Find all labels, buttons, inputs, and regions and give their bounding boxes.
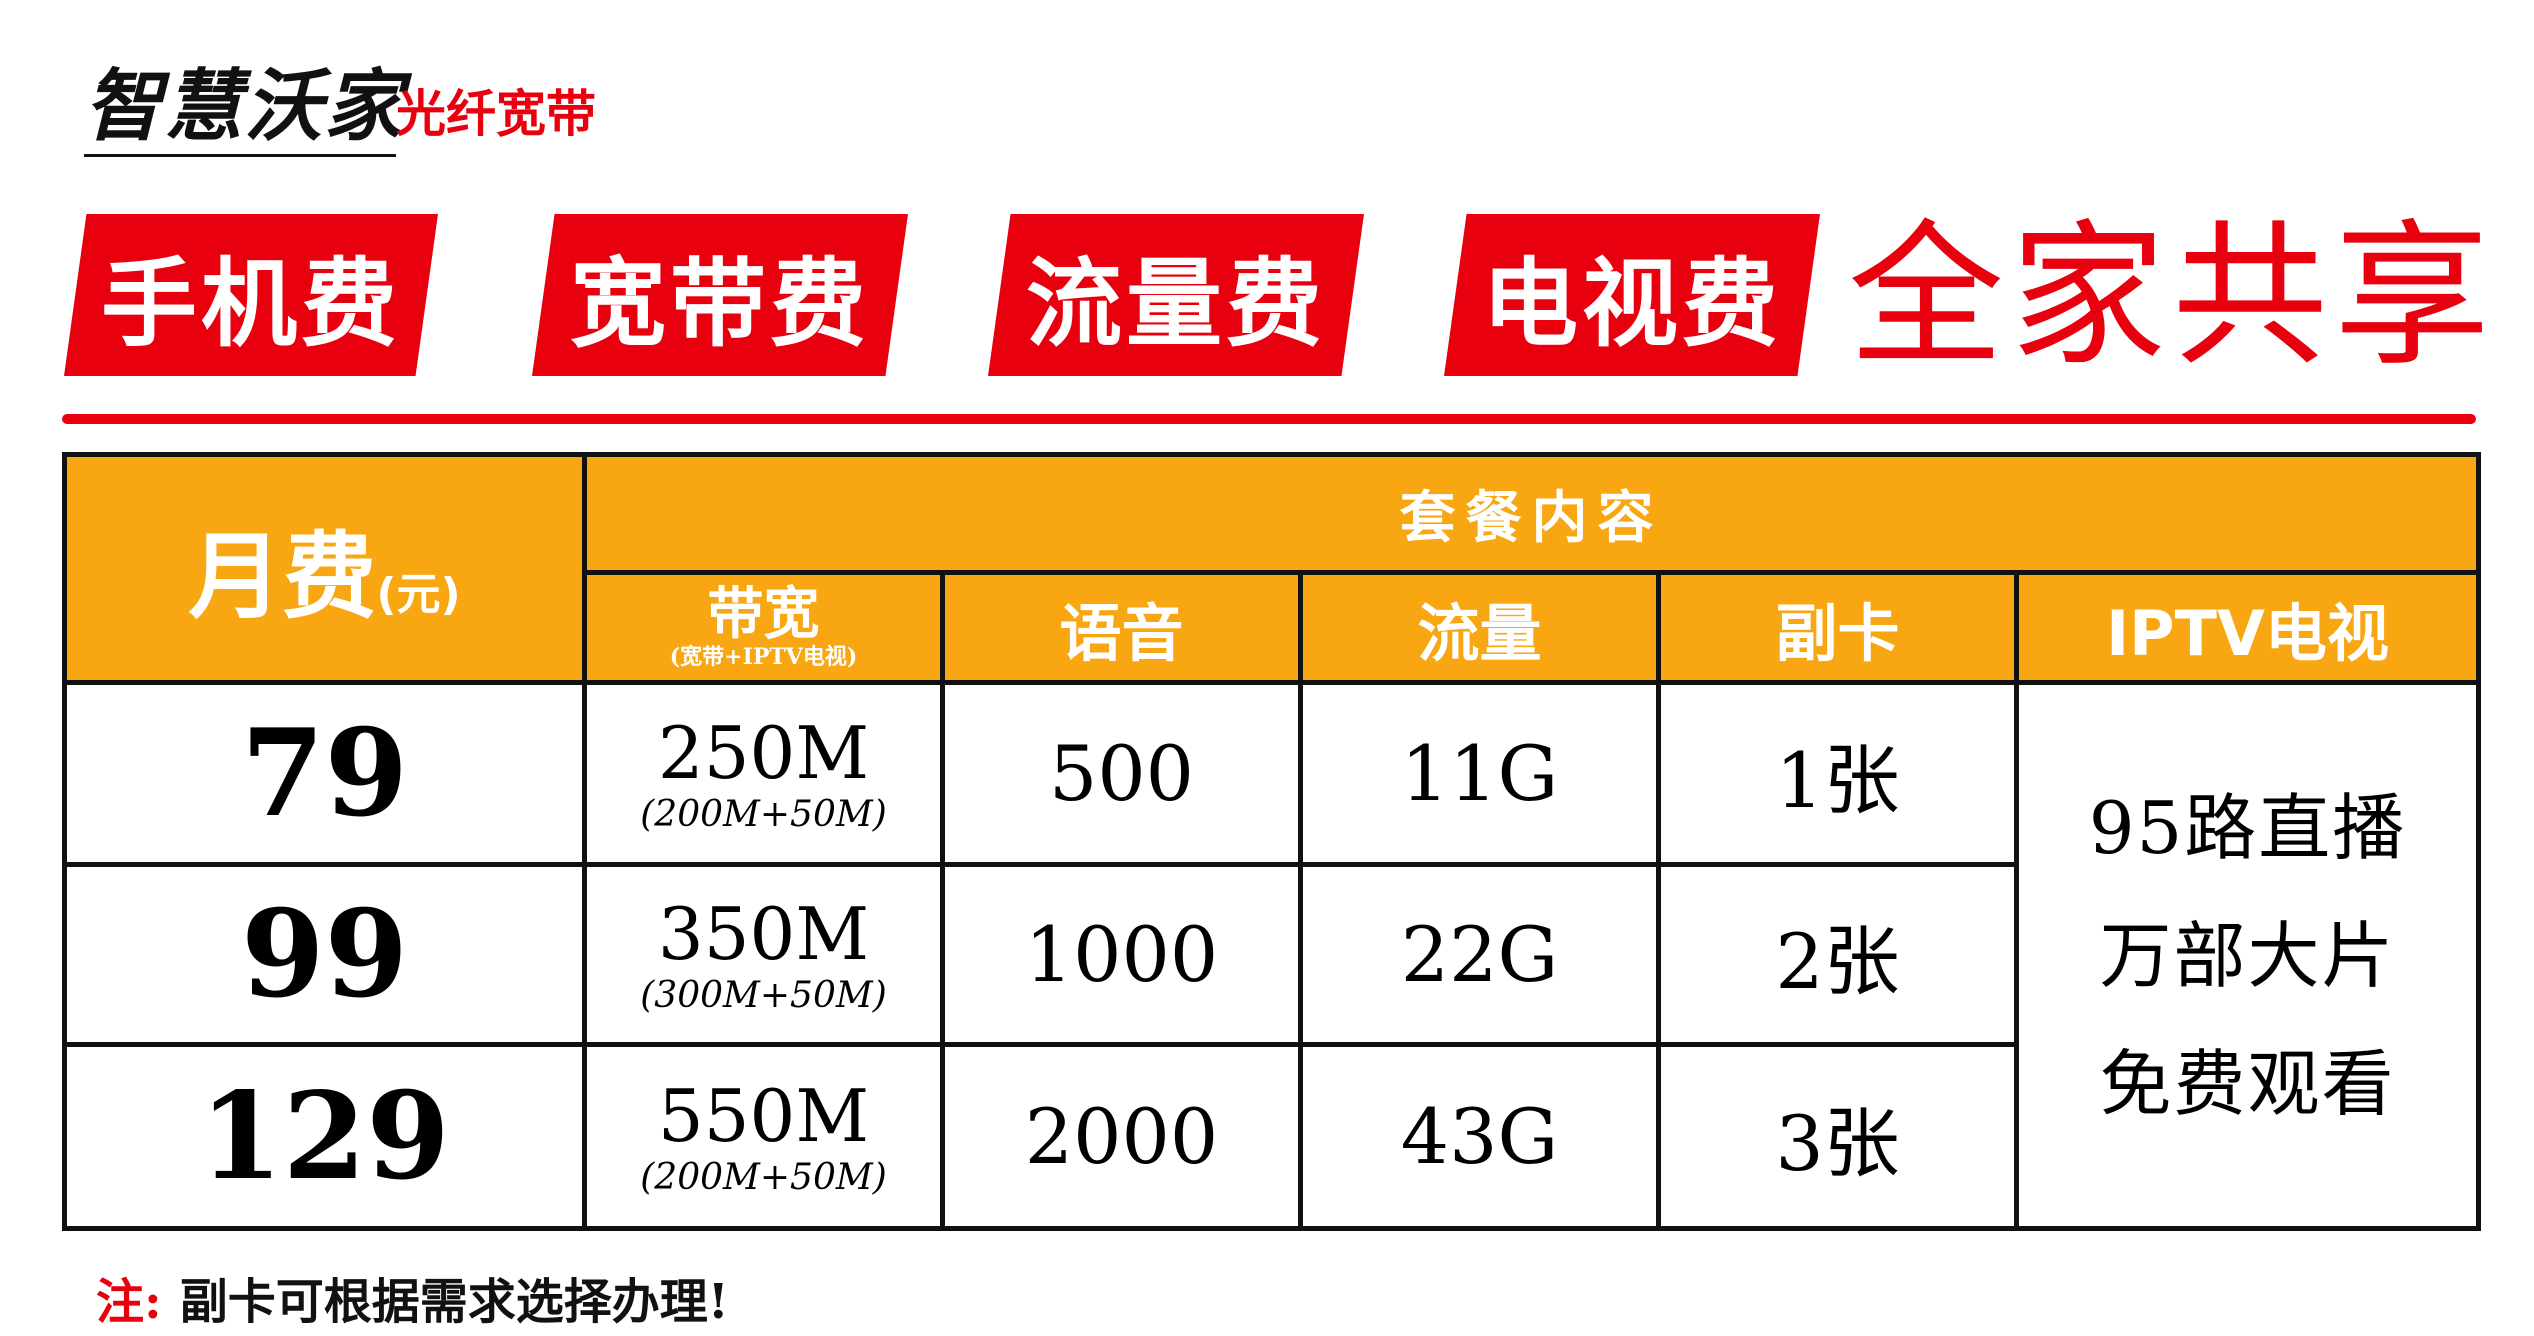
bandwidth-value: 350M bbox=[657, 891, 870, 976]
tag-label: 手机费 bbox=[101, 247, 401, 360]
tag-label: 宽带费 bbox=[570, 247, 870, 360]
sim-value: 2张 bbox=[1656, 862, 2019, 1047]
fee-unit: (元) bbox=[376, 568, 461, 620]
tag-phone-fee: 手机费 bbox=[64, 214, 438, 376]
bandwidth-header: 带宽 bbox=[707, 581, 820, 647]
voice-value: 500 bbox=[940, 680, 1303, 867]
brand-title: 智慧沃家 bbox=[84, 61, 405, 152]
divider-line bbox=[62, 414, 2476, 424]
footnote-label: 注: bbox=[96, 1274, 162, 1330]
data-value: 11G bbox=[1298, 680, 1661, 867]
tag-data-fee: 流量费 bbox=[988, 214, 1364, 376]
table-row: 129 550M (200M+50M) 2000 43G 3张 bbox=[62, 1042, 2479, 1231]
bandwidth-value: 550M bbox=[657, 1073, 870, 1158]
tag-label: 电视费 bbox=[1482, 247, 1782, 360]
fee-value: 79 bbox=[62, 680, 587, 867]
bandwidth-cell: 350M (300M+50M) bbox=[582, 862, 945, 1047]
bandwidth-detail: (300M+50M) bbox=[640, 974, 887, 1016]
bandwidth-cell: 250M (200M+50M) bbox=[582, 680, 945, 867]
fee-header: 月费 bbox=[188, 522, 377, 632]
tag-label: 流量费 bbox=[1026, 247, 1326, 360]
price-table: 月费(元) 套餐内容 带宽 (宽带+IPTV电视) 语音 流量 副卡 IPTV电… bbox=[62, 452, 2482, 1231]
iptv-cell: 95路直播 万部大片 免费观看 bbox=[2013, 680, 2482, 1231]
slogan: 全家共享 bbox=[1848, 205, 2496, 387]
iptv-line: 95路直播 bbox=[2088, 785, 2407, 870]
data-value: 22G bbox=[1298, 862, 1661, 1047]
brand-subtitle: 光纤宽带 bbox=[396, 84, 596, 143]
voice-value: 1000 bbox=[940, 862, 1303, 1047]
data-value: 43G bbox=[1298, 1042, 1661, 1231]
bandwidth-detail: (200M+50M) bbox=[640, 1156, 887, 1198]
sim-value: 3张 bbox=[1656, 1042, 2019, 1231]
voice-header: 语音 bbox=[940, 570, 1303, 685]
bandwidth-value: 250M bbox=[657, 710, 870, 795]
tag-tv-fee: 电视费 bbox=[1444, 214, 1820, 376]
package-header: 套餐内容 bbox=[581, 452, 2482, 575]
footnote-text: 副卡可根据需求选择办理! bbox=[179, 1274, 729, 1330]
bandwidth-header-note: (宽带+IPTV电视) bbox=[669, 643, 858, 670]
header-row: 月费(元) 套餐内容 bbox=[62, 452, 2482, 685]
bandwidth-cell: 550M (200M+50M) bbox=[582, 1042, 945, 1231]
iptv-line: 免费观看 bbox=[2099, 1041, 2396, 1126]
voice-value: 2000 bbox=[940, 1042, 1303, 1231]
footnote: 注: 副卡可根据需求选择办理! bbox=[96, 1262, 729, 1332]
table-row: 79 250M (200M+50M) 500 11G 1张 95路直播 万部大片… bbox=[62, 680, 2482, 1231]
data-header: 流量 bbox=[1298, 570, 1661, 685]
fee-header-cell: 月费(元) bbox=[62, 452, 587, 685]
brand-underline bbox=[84, 154, 396, 157]
bandwidth-detail: (200M+50M) bbox=[640, 793, 887, 835]
column-header-row: 带宽 (宽带+IPTV电视) 语音 流量 副卡 IPTV电视 bbox=[65, 570, 2482, 685]
sim-value: 1张 bbox=[1656, 680, 2019, 867]
iptv-line: 万部大片 bbox=[2099, 913, 2396, 998]
fee-value: 99 bbox=[62, 862, 587, 1047]
fee-value: 129 bbox=[62, 1042, 587, 1231]
table-row: 99 350M (300M+50M) 1000 22G 2张 bbox=[62, 862, 2479, 1047]
sim-header: 副卡 bbox=[1656, 570, 2019, 685]
tag-broadband-fee: 宽带费 bbox=[532, 214, 908, 376]
iptv-header: IPTV电视 bbox=[2013, 570, 2482, 685]
bandwidth-header-cell: 带宽 (宽带+IPTV电视) bbox=[582, 570, 945, 685]
